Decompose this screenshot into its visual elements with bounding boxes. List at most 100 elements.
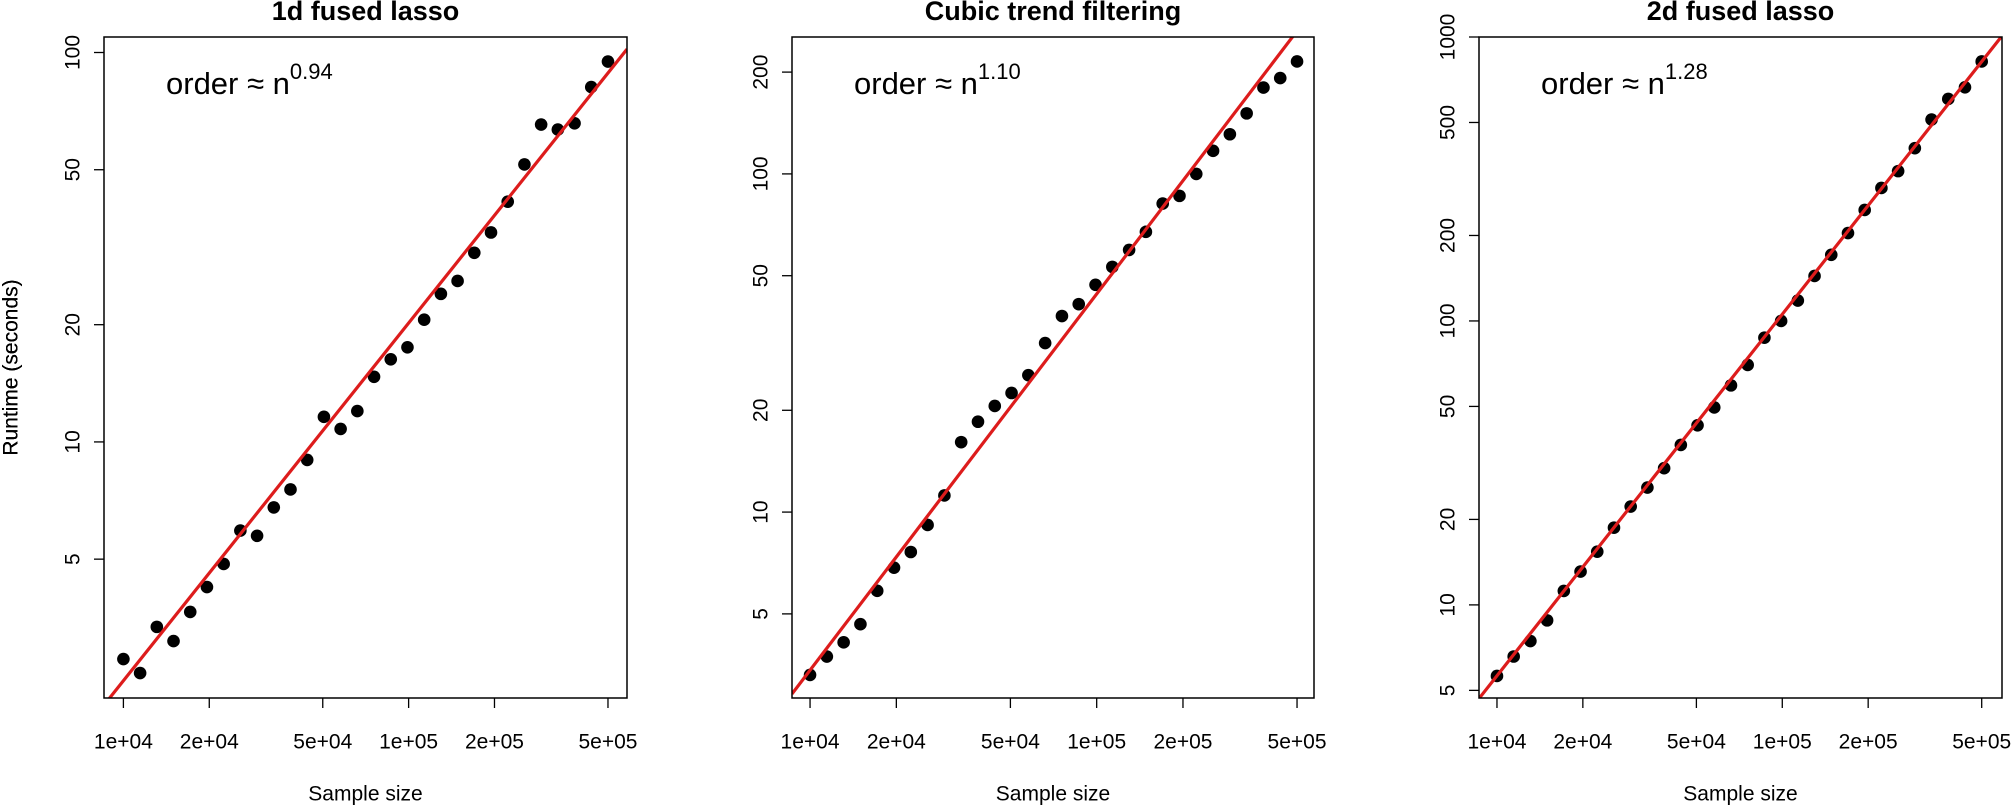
- data-point: [250, 529, 264, 543]
- y-axis-label: Runtime (seconds): [0, 279, 23, 455]
- data-point: [1072, 297, 1086, 311]
- data-point: [284, 483, 297, 496]
- annotation: order ≈ n0.94: [166, 59, 333, 101]
- panel-title: 2d fused lasso: [1647, 0, 1835, 26]
- y-tick-label: 200: [750, 55, 773, 90]
- fit-line: [107, 48, 627, 698]
- y-tick-label: 500: [1437, 105, 1460, 140]
- data-point: [417, 313, 431, 326]
- data-point: [971, 415, 985, 429]
- x-tick-label: 1e+04: [781, 731, 840, 754]
- x-tick-label: 1e+04: [1467, 731, 1526, 754]
- data-point: [1891, 164, 1905, 178]
- y-tick-label: 100: [1437, 303, 1460, 338]
- x-tick-label: 5e+04: [981, 731, 1040, 754]
- y-tick-label: 5: [1437, 685, 1460, 697]
- data-point: [133, 666, 147, 680]
- data-point: [1055, 309, 1069, 323]
- x-tick-label: 2e+04: [180, 731, 239, 754]
- y-axis-label: Runtime (seconds): [0, 279, 23, 455]
- data-point: [1223, 127, 1237, 141]
- data-point: [854, 617, 867, 631]
- x-tick-label: 2e+04: [867, 731, 926, 754]
- data-point: [468, 246, 481, 260]
- data-point: [988, 399, 1002, 413]
- y-tick-label: 50: [750, 264, 773, 287]
- data-point: [451, 274, 464, 288]
- data-point: [1657, 461, 1671, 475]
- data-point: [1290, 55, 1304, 68]
- panel-title: Cubic trend filtering: [925, 0, 1182, 26]
- plot-frame: [1478, 36, 2003, 699]
- data-point: [1089, 278, 1102, 292]
- y-tick-label: 200: [1437, 218, 1460, 253]
- y-axis-label: Runtime (seconds): [0, 279, 23, 455]
- annotation-exponent: 0.94: [290, 59, 333, 84]
- panel: Cubic trend filtering Sample size Runtime …: [0, 0, 1327, 806]
- y-tick-label: 10: [750, 500, 773, 523]
- data-point: [234, 524, 247, 537]
- panel-title: 1d fused lasso: [272, 0, 460, 26]
- x-tick-label: 1e+05: [1067, 731, 1126, 754]
- annotation: order ≈ n1.10: [854, 59, 1021, 101]
- data-point: [150, 620, 164, 634]
- data-point: [1189, 167, 1203, 181]
- x-axis-label: Sample size: [308, 783, 422, 806]
- y-tick-label: 20: [750, 399, 773, 422]
- data-point: [1273, 71, 1287, 85]
- data-point: [351, 404, 364, 418]
- data-point: [267, 501, 281, 514]
- x-tick-label: 1e+04: [94, 731, 153, 754]
- data-point: [1691, 419, 1704, 432]
- data-point: [1156, 197, 1169, 210]
- data-point: [1038, 336, 1052, 350]
- data-point: [200, 580, 214, 594]
- x-tick-label: 5e+04: [293, 731, 352, 754]
- data-point: [434, 287, 448, 301]
- data-point: [1958, 81, 1972, 94]
- y-tick-label: 5: [750, 608, 773, 620]
- y-tick-label: 100: [750, 156, 773, 191]
- y-tick-label: 1000: [1437, 14, 1460, 61]
- plot-frame: [791, 36, 1315, 699]
- x-tick-label: 5e+05: [1952, 731, 2011, 754]
- data-point: [904, 545, 918, 559]
- x-tick-label: 5e+05: [1268, 731, 1327, 754]
- annotation-text: order ≈ n: [854, 66, 978, 101]
- x-tick-label: 2e+05: [1153, 731, 1212, 754]
- annotation-exponent: 1.10: [978, 59, 1021, 84]
- y-tick-label: 50: [62, 158, 85, 181]
- fit-line: [1479, 37, 2002, 698]
- x-axis-label: Sample size: [996, 783, 1110, 806]
- data-point: [401, 340, 414, 354]
- panel: 1d fused lasso Sample size Runtime (second…: [0, 0, 637, 806]
- data-point: [1005, 386, 1018, 400]
- data-point: [1173, 189, 1186, 203]
- annotation-text: order ≈ n: [166, 66, 290, 101]
- y-tick-label: 5: [62, 553, 85, 565]
- x-tick-label: 1e+05: [379, 731, 438, 754]
- annotation-exponent: 1.28: [1665, 59, 1708, 84]
- data-point: [484, 226, 498, 239]
- data-point: [117, 652, 130, 666]
- data-point: [167, 634, 180, 648]
- y-tick-label: 20: [62, 313, 85, 336]
- data-point: [317, 410, 331, 424]
- data-point: [384, 352, 398, 366]
- y-tick-label: 10: [1437, 593, 1460, 616]
- y-tick-label: 10: [62, 430, 85, 453]
- data-point: [601, 55, 615, 68]
- y-tick-label: 100: [62, 35, 85, 70]
- data-point: [534, 118, 548, 131]
- data-point: [367, 370, 381, 384]
- x-tick-label: 5e+05: [578, 731, 637, 754]
- plot-frame: [103, 36, 628, 699]
- annotation: order ≈ n1.28: [1541, 59, 1708, 101]
- x-tick-label: 2e+05: [465, 731, 524, 754]
- y-tick-label: 20: [1437, 508, 1460, 531]
- fit-line: [792, 37, 1295, 695]
- x-tick-label: 1e+05: [1753, 731, 1812, 754]
- data-point: [837, 636, 850, 649]
